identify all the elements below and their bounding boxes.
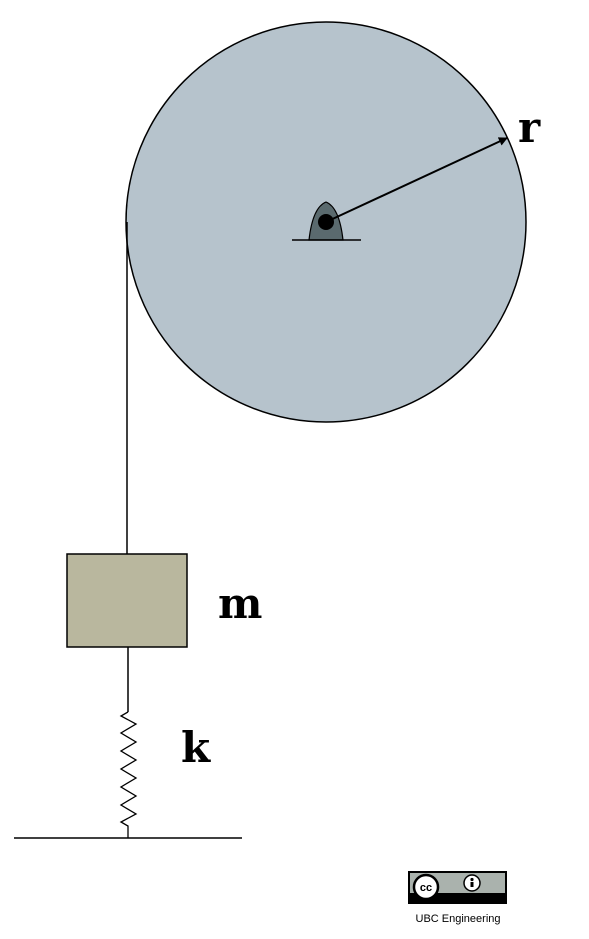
spring-label: k bbox=[181, 723, 211, 772]
radius-arrow bbox=[325, 137, 508, 223]
credit-text: UBC Engineering bbox=[416, 913, 501, 925]
spring bbox=[119, 711, 138, 838]
cc-logo-text: cc bbox=[420, 882, 432, 894]
cc-by-license-badge: cc BY bbox=[408, 871, 507, 904]
mass-block bbox=[66, 553, 188, 648]
mass-label: m bbox=[218, 579, 262, 628]
radius-label: r bbox=[518, 103, 541, 152]
attribution-person-body bbox=[470, 882, 474, 887]
license-by-text: BY bbox=[466, 895, 478, 904]
cc-logo-icon bbox=[412, 873, 440, 901]
attribution-person-head bbox=[470, 877, 474, 882]
